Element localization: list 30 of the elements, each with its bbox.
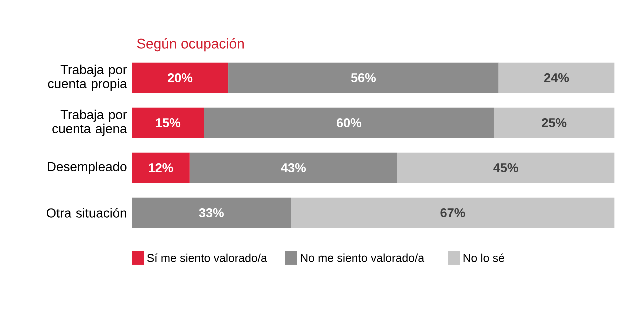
bar xyxy=(132,152,190,184)
data-label: 20% xyxy=(168,74,193,82)
bar xyxy=(132,62,229,94)
data-label: 67% xyxy=(440,208,466,218)
data-label: 24% xyxy=(544,74,570,82)
data-label: 60% xyxy=(336,118,362,128)
bar xyxy=(498,62,615,94)
data-label: 33% xyxy=(199,208,224,218)
y-tick-label: Desempleado xyxy=(48,162,127,174)
data-label: 12% xyxy=(149,164,174,172)
legend-label: Sí me siento valorado/a xyxy=(147,254,268,262)
data-label: 25% xyxy=(542,118,567,128)
data-label: 43% xyxy=(281,163,306,172)
legend-label: No lo sé xyxy=(464,254,504,262)
y-tick-label: Trabaja por cuenta ajena xyxy=(52,110,128,136)
data-label: 56% xyxy=(351,74,376,82)
bar xyxy=(190,152,398,184)
y-tick-label: Otra situación xyxy=(46,208,126,218)
y-tick-label: Trabaja por cuenta propia xyxy=(48,64,128,92)
bar xyxy=(291,198,615,228)
bar xyxy=(204,108,494,138)
legend-label: No me siento valorado/a xyxy=(301,254,425,262)
data-label: 45% xyxy=(494,164,518,172)
bar xyxy=(132,198,292,228)
chart-title: Según ocupación xyxy=(137,38,244,52)
bar xyxy=(132,108,204,138)
bar xyxy=(397,152,615,184)
bar xyxy=(228,62,499,94)
bar xyxy=(494,108,615,138)
data-label: 15% xyxy=(156,118,181,128)
